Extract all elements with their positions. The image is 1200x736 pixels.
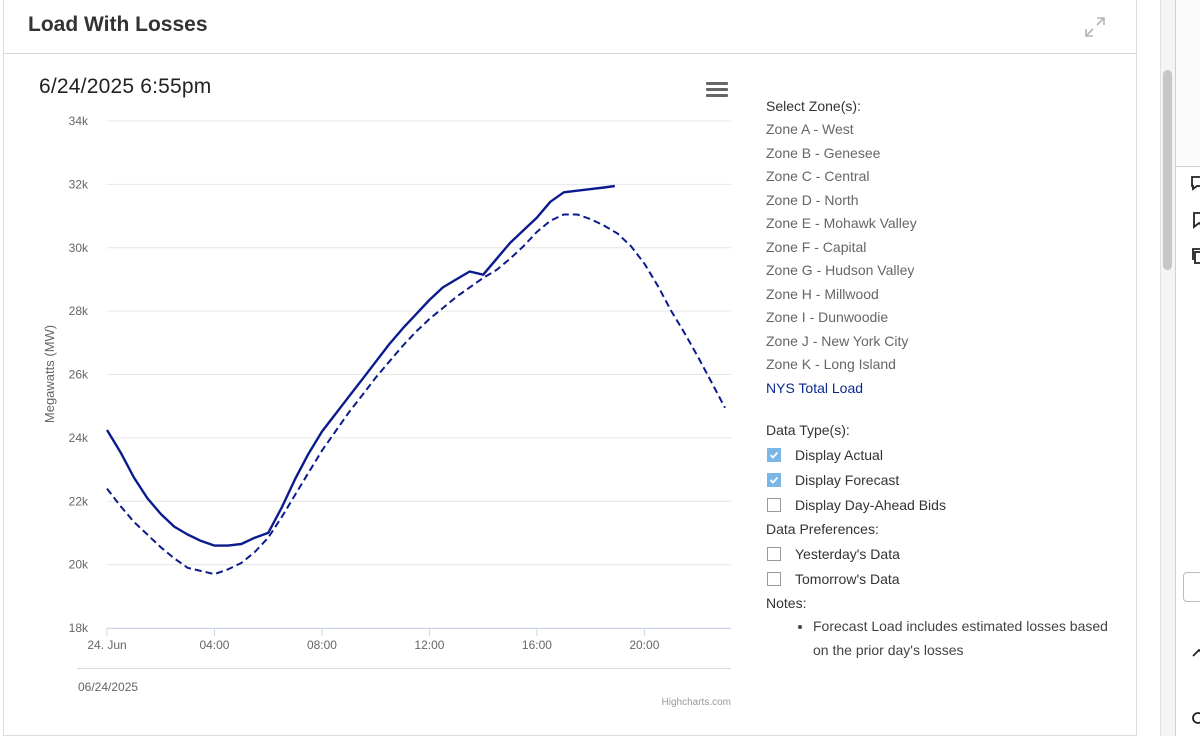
load-with-losses-panel: Load With Losses xyxy=(3,0,1137,736)
panel-title: Load With Losses xyxy=(28,13,208,36)
y-tick-label: 28k xyxy=(69,304,89,318)
chevron-up-icon[interactable] xyxy=(1190,644,1200,662)
zone-item[interactable]: Zone D - North xyxy=(766,191,859,208)
zone-item[interactable]: Zone B - Genesee xyxy=(766,144,881,161)
checkbox[interactable] xyxy=(767,497,781,512)
y-tick-label: 30k xyxy=(69,241,89,255)
checkbox-label: Display Day-Ahead Bids xyxy=(795,496,946,513)
checkbox-row[interactable]: Display Forecast xyxy=(766,467,1126,492)
zone-item[interactable]: Zone J - New York City xyxy=(766,332,909,349)
x-tick-label: 08:00 xyxy=(307,638,337,652)
highcharts-credit[interactable]: Highcharts.com xyxy=(662,697,731,708)
y-tick-label: 34k xyxy=(69,114,89,128)
series-layer xyxy=(105,184,726,576)
x-tick-label: 04:00 xyxy=(199,638,229,652)
panel-header: Load With Losses xyxy=(4,0,1136,54)
note-item: Forecast Load includes estimated losses … xyxy=(813,615,1126,662)
preference-list: Yesterday's Data Tomorrow's Data xyxy=(766,541,1126,591)
copy-icon[interactable] xyxy=(1190,247,1200,265)
checkbox-row[interactable]: Display Actual xyxy=(766,442,1126,467)
y-tick-label: 18k xyxy=(69,621,89,635)
y-tick-label: 26k xyxy=(69,368,89,382)
zone-item[interactable]: Zone F - Capital xyxy=(766,238,867,255)
load-chart: 18k 20k 22k 24k 26k 28k 30k 32k 34k 24. Jun 04:00… xyxy=(42,114,731,708)
zone-item[interactable]: Zone A - West xyxy=(766,121,854,137)
notes-label: Notes: xyxy=(766,595,807,611)
search-icon[interactable] xyxy=(1190,710,1200,728)
side-toolbar xyxy=(1175,0,1200,736)
y-tick-label: 22k xyxy=(69,494,89,508)
checkbox-row[interactable]: Tomorrow's Data xyxy=(766,566,1126,591)
grid-lines xyxy=(107,120,731,629)
chart-datetime: 6/24/2025 6:55pm xyxy=(39,75,212,98)
navigator-date-label: 06/24/2025 xyxy=(78,680,138,694)
zone-item[interactable]: Zone K - Long Island xyxy=(766,356,896,372)
check-icon xyxy=(769,451,779,459)
checkbox[interactable] xyxy=(767,447,781,462)
zone-list: Zone A - West Zone B - Genesee Zone C - Ce… xyxy=(766,118,1126,400)
comment-icon[interactable] xyxy=(1190,174,1200,192)
checkbox-label: Yesterday's Data xyxy=(795,545,900,562)
chart-menu-icon[interactable] xyxy=(706,82,728,102)
data-preferences-label: Data Preferences: xyxy=(766,521,879,537)
actual-load-line[interactable] xyxy=(105,184,615,547)
data-types-label: Data Type(s): xyxy=(766,422,850,438)
zone-item[interactable]: Zone C - Central xyxy=(766,168,870,184)
x-axis: 24. Jun 04:00 08:00 12:00 16:00 20:00 xyxy=(87,628,731,652)
x-tick-label: 20:00 xyxy=(629,638,659,652)
check-icon xyxy=(769,476,779,484)
checkbox-label: Tomorrow's Data xyxy=(795,570,900,587)
checkbox-label: Display Actual xyxy=(795,446,883,463)
bookmark-icon[interactable] xyxy=(1190,211,1200,229)
forecast-load-line[interactable] xyxy=(106,213,726,576)
checkbox-label: Display Forecast xyxy=(795,471,900,488)
zone-item[interactable]: Zone G - Hudson Valley xyxy=(766,262,915,278)
select-zones-label: Select Zone(s): xyxy=(766,98,861,114)
legend-panel: Select Zone(s): Zone A - West Zone B - Ge… xyxy=(766,94,1126,662)
y-axis-title: Megawatts (MW) xyxy=(42,325,57,423)
x-tick-label: 16:00 xyxy=(522,638,552,652)
side-toolbar-header xyxy=(1176,0,1200,167)
side-key-button[interactable] xyxy=(1183,572,1200,602)
data-type-list: Display Actual Display Forecast Display Da… xyxy=(766,442,1126,517)
checkbox-row[interactable]: Yesterday's Data xyxy=(766,541,1126,566)
zone-item[interactable]: Zone H - Millwood xyxy=(766,285,879,302)
y-tick-label: 32k xyxy=(69,177,89,191)
zone-item[interactable]: Zone E - Mohawk Valley xyxy=(766,215,917,231)
scrollbar-thumb[interactable] xyxy=(1163,70,1172,270)
x-tick-label: 24. Jun xyxy=(87,638,126,652)
checkbox[interactable] xyxy=(767,472,781,487)
x-tick-label: 12:00 xyxy=(414,638,444,652)
y-tick-label: 24k xyxy=(69,431,89,445)
checkbox[interactable] xyxy=(767,571,781,586)
expand-icon[interactable] xyxy=(1084,16,1106,38)
navigator: 06/24/2025 xyxy=(77,668,731,694)
checkbox[interactable] xyxy=(767,546,781,561)
zone-item[interactable]: Zone I - Dunwoodie xyxy=(766,309,889,325)
zone-item[interactable]: NYS Total Load xyxy=(766,379,864,396)
notes-list: Forecast Load includes estimated losses … xyxy=(766,615,1126,662)
checkbox-row[interactable]: Display Day-Ahead Bids xyxy=(766,492,1126,517)
y-tick-label: 20k xyxy=(69,558,89,572)
y-axis: 18k 20k 22k 24k 26k 28k 30k 32k 34k xyxy=(69,114,89,635)
